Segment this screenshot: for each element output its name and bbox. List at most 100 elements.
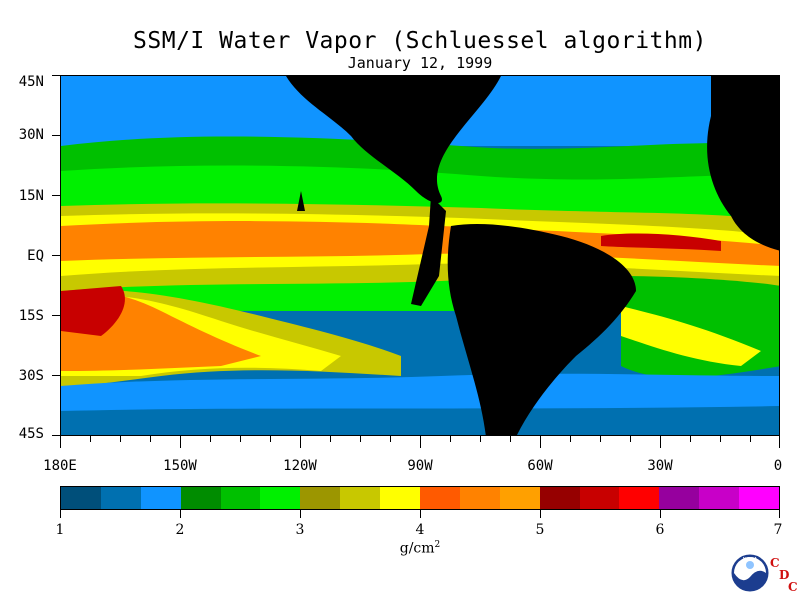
lat-label-45n: 45N <box>18 74 44 90</box>
axis-tick <box>779 436 780 448</box>
colorbar-swatch <box>340 487 381 509</box>
axis-tick <box>52 135 60 136</box>
axis-tick <box>360 436 361 442</box>
colorbar-tick <box>420 510 421 518</box>
axis-tick <box>240 436 241 442</box>
axis-tick <box>540 436 541 448</box>
colorbar-label-1: 1 <box>55 522 65 538</box>
axis-tick <box>480 436 481 442</box>
lat-label-30s: 30S <box>18 368 44 384</box>
axis-tick <box>720 436 721 442</box>
colorbar-tick <box>540 510 541 518</box>
axis-tick <box>52 75 60 76</box>
africa-land <box>707 76 779 251</box>
axis-tick <box>60 436 61 448</box>
axis-tick <box>270 436 271 442</box>
colorbar-swatch <box>380 487 421 509</box>
noaa-logo-icon: NOAA <box>730 553 770 593</box>
lon-label-0: 0 <box>773 458 783 474</box>
cdc-letter-c: C <box>770 556 780 570</box>
colorbar-swatch <box>739 487 780 509</box>
axis-tick <box>52 315 60 316</box>
axis-tick <box>52 435 60 436</box>
colorbar-swatch <box>220 487 261 509</box>
axis-tick <box>450 436 451 442</box>
colorbar <box>60 486 780 510</box>
lon-label-180e: 180E <box>43 458 77 474</box>
band-south-lowest <box>61 406 779 435</box>
colorbar-swatch <box>499 487 540 509</box>
colorbar-swatch <box>260 487 301 509</box>
colorbar-tick <box>660 510 661 518</box>
colorbar-swatch <box>659 487 700 509</box>
axis-tick <box>330 436 331 442</box>
colorbar-swatch <box>140 487 181 509</box>
axis-tick <box>180 436 181 448</box>
north-america-land <box>286 76 501 203</box>
lat-label-15n: 15N <box>18 188 44 204</box>
lat-label-eq: EQ <box>27 248 44 264</box>
colorbar-swatch <box>699 487 740 509</box>
map-date: January 12, 1999 <box>347 54 493 72</box>
axis-tick <box>150 436 151 442</box>
axis-tick <box>52 195 60 196</box>
lat-label-15s: 15S <box>18 308 44 324</box>
axis-tick <box>570 436 571 442</box>
cdc-letter-d: D <box>779 568 790 582</box>
colorbar-swatch <box>300 487 341 509</box>
lon-label-150w: 150W <box>163 458 197 474</box>
colorbar-units: g/cm2 <box>0 540 800 557</box>
central-america-land <box>411 196 446 306</box>
colorbar-swatch <box>420 487 460 509</box>
map-title: SSM/I Water Vapor (Schluessel algorithm) <box>133 28 707 54</box>
colorbar-label-4: 4 <box>415 522 425 538</box>
colorbar-swatch <box>61 487 101 509</box>
axis-tick <box>690 436 691 442</box>
colorbar-tick <box>779 510 780 518</box>
colorbar-tick <box>180 510 181 518</box>
noaa-logo-text: NOAA <box>743 557 758 563</box>
colorbar-swatch <box>539 487 580 509</box>
lon-label-30w: 30W <box>647 458 673 474</box>
lon-label-60w: 60W <box>527 458 553 474</box>
colorbar-label-7: 7 <box>773 522 783 538</box>
colorbar-label-5: 5 <box>535 522 545 538</box>
colorbar-label-2: 2 <box>175 522 185 538</box>
colorbar-label-3: 3 <box>295 522 305 538</box>
colorbar-swatch <box>459 487 500 509</box>
axis-tick <box>52 255 60 256</box>
hawaii-land <box>297 191 305 211</box>
lat-label-30n: 30N <box>18 127 44 143</box>
colorbar-label-6: 6 <box>655 522 665 538</box>
lon-label-120w: 120W <box>283 458 317 474</box>
axis-tick <box>210 436 211 442</box>
axis-tick <box>52 375 60 376</box>
south-america-land <box>447 224 636 435</box>
axis-tick <box>750 436 751 442</box>
colorbar-swatch <box>180 487 221 509</box>
colorbar-tick <box>60 510 61 518</box>
colorbar-swatch <box>619 487 660 509</box>
band-atlantic-red <box>601 233 721 251</box>
axis-tick <box>120 436 121 442</box>
axis-tick <box>300 436 301 448</box>
axis-tick <box>390 436 391 442</box>
axis-tick <box>510 436 511 442</box>
axis-tick <box>420 436 421 448</box>
axis-tick <box>600 436 601 442</box>
lon-label-90w: 90W <box>407 458 433 474</box>
axis-tick <box>90 436 91 442</box>
colorbar-swatch <box>100 487 141 509</box>
colorbar-swatch <box>579 487 620 509</box>
map-svg <box>61 76 779 435</box>
axis-tick <box>660 436 661 448</box>
band-spcz-red <box>61 286 125 336</box>
water-vapor-map <box>60 75 780 436</box>
cdc-letter-c2: C <box>788 580 798 594</box>
lat-label-45s: 45S <box>18 426 44 442</box>
units-text: g/cm <box>399 540 435 557</box>
axis-tick <box>630 436 631 442</box>
band-south-atlantic-yellow <box>621 306 761 366</box>
colorbar-tick <box>300 510 301 518</box>
units-exponent: 2 <box>434 540 441 550</box>
